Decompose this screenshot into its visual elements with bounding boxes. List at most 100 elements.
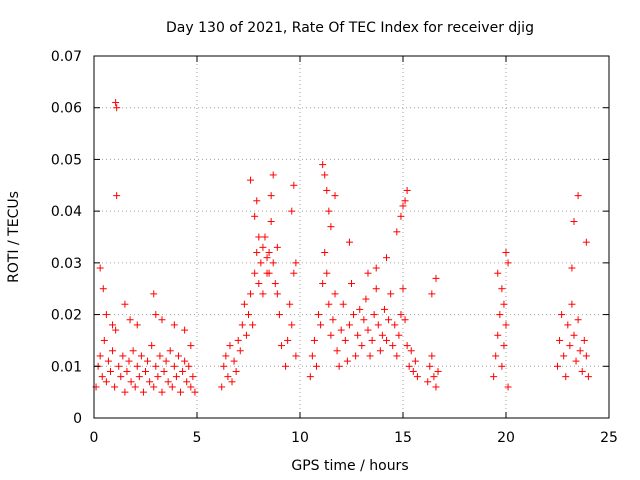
data-point xyxy=(162,357,170,365)
x-tick-label: 25 xyxy=(600,430,618,446)
x-tick-label: 10 xyxy=(291,430,309,446)
data-point xyxy=(102,311,110,319)
y-tick-label: 0 xyxy=(73,411,82,427)
data-point xyxy=(401,316,409,324)
data-point xyxy=(574,192,582,200)
data-point xyxy=(249,321,257,329)
data-point xyxy=(317,321,325,329)
data-point xyxy=(500,342,508,350)
data-point xyxy=(113,192,121,200)
data-point xyxy=(137,352,145,360)
data-point xyxy=(329,316,337,324)
data-point xyxy=(376,347,384,355)
data-point xyxy=(372,285,380,293)
y-tick-label: 0.07 xyxy=(51,49,82,65)
data-point xyxy=(170,321,178,329)
data-point xyxy=(358,342,366,350)
data-point xyxy=(432,383,440,391)
data-point xyxy=(387,290,395,298)
data-point xyxy=(397,311,405,319)
y-tick-label: 0.01 xyxy=(51,359,82,375)
data-point xyxy=(582,352,590,360)
x-tick-label: 20 xyxy=(497,430,515,446)
y-axis: 0 0.01 0.02 0.03 0.04 0.05 0.06 0.07 xyxy=(51,49,609,427)
data-point xyxy=(158,316,166,324)
data-point xyxy=(413,373,421,381)
data-point xyxy=(286,300,294,308)
data-point xyxy=(498,362,506,370)
data-point xyxy=(255,233,263,241)
data-point xyxy=(498,285,506,293)
data-point xyxy=(434,367,442,375)
data-point xyxy=(121,300,129,308)
data-point xyxy=(570,331,578,339)
data-point xyxy=(321,171,329,179)
data-point xyxy=(158,388,166,396)
data-point xyxy=(104,357,112,365)
data-point xyxy=(259,243,267,251)
data-point xyxy=(584,373,592,381)
data-point xyxy=(98,373,106,381)
data-point xyxy=(261,233,269,241)
data-point xyxy=(562,373,570,381)
data-point xyxy=(568,264,576,272)
data-point xyxy=(337,326,345,334)
data-point xyxy=(273,290,281,298)
data-point xyxy=(275,311,283,319)
x-axis: 0 5 10 15 20 25 xyxy=(90,56,618,446)
data-point xyxy=(391,321,399,329)
data-point xyxy=(251,212,259,220)
data-point xyxy=(319,280,327,288)
data-point xyxy=(564,321,572,329)
data-point xyxy=(263,254,271,262)
data-point xyxy=(426,362,434,370)
data-point xyxy=(576,347,584,355)
data-point xyxy=(341,336,349,344)
data-point xyxy=(228,378,236,386)
data-point xyxy=(259,290,267,298)
data-point xyxy=(267,192,275,200)
data-point xyxy=(389,342,397,350)
data-point xyxy=(232,367,240,375)
data-point xyxy=(321,249,329,257)
data-point xyxy=(370,311,378,319)
data-point xyxy=(572,357,580,365)
data-point xyxy=(407,347,415,355)
data-point xyxy=(242,331,250,339)
data-point xyxy=(253,197,261,205)
data-point xyxy=(96,352,104,360)
data-point xyxy=(380,305,388,313)
data-point xyxy=(327,331,335,339)
data-point xyxy=(102,378,110,386)
data-point xyxy=(168,383,176,391)
data-point xyxy=(265,249,273,257)
data-point xyxy=(494,269,502,277)
data-point xyxy=(580,336,588,344)
data-point xyxy=(411,357,419,365)
data-point xyxy=(156,352,164,360)
data-point xyxy=(430,373,438,381)
data-point xyxy=(160,367,168,375)
data-point xyxy=(560,352,568,360)
data-point xyxy=(397,212,405,220)
data-point xyxy=(333,347,341,355)
grid-lines xyxy=(94,56,609,418)
data-point xyxy=(139,388,147,396)
data-point xyxy=(166,347,174,355)
data-point xyxy=(112,99,120,107)
y-tick-label: 0.03 xyxy=(51,256,82,272)
data-point xyxy=(578,367,586,375)
data-point xyxy=(325,207,333,215)
data-point xyxy=(152,362,160,370)
data-point xyxy=(222,352,230,360)
data-point xyxy=(269,259,277,267)
data-point xyxy=(350,311,358,319)
data-point xyxy=(181,326,189,334)
data-point xyxy=(99,285,107,293)
data-point xyxy=(368,336,376,344)
data-point xyxy=(306,373,314,381)
data-point xyxy=(183,378,191,386)
data-point xyxy=(312,362,320,370)
data-point xyxy=(374,321,382,329)
